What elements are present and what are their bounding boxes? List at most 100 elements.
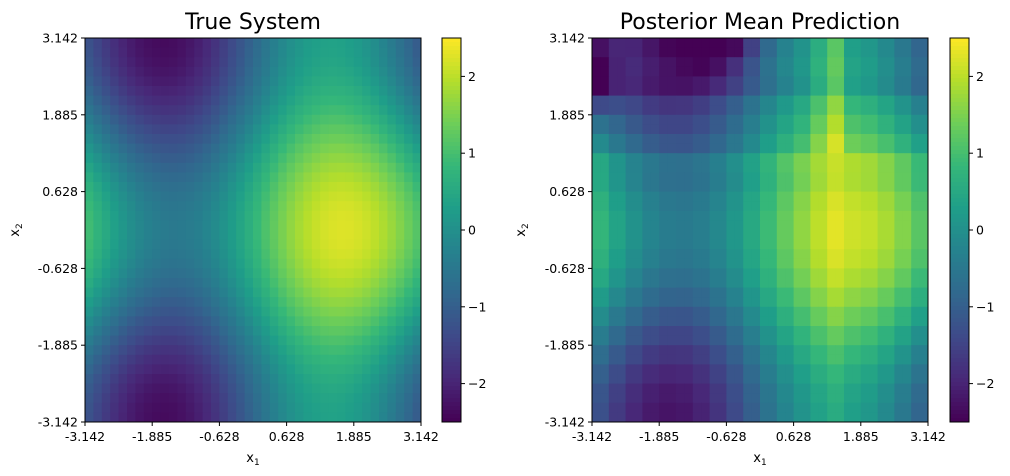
heatmap-cell (718, 354, 727, 365)
heatmap-cell (362, 182, 371, 192)
heatmap-cell (726, 182, 736, 192)
heatmap-cell (692, 268, 702, 279)
heatmap-cell (379, 134, 388, 144)
heatmap-cell (412, 239, 422, 250)
heatmap-cell (634, 162, 643, 173)
heatmap-cell (412, 374, 422, 384)
heatmap-cell (244, 268, 254, 279)
heatmap-cell (667, 249, 677, 260)
heatmap-cell (818, 210, 828, 221)
heatmap-cell (118, 278, 128, 288)
heatmap-cell (261, 191, 271, 202)
heatmap-cell (852, 278, 862, 288)
heatmap-cell (860, 153, 870, 164)
heatmap-cell (286, 230, 296, 240)
heatmap-cell (404, 326, 413, 336)
heatmap-cell (85, 306, 94, 317)
heatmap-cell (676, 172, 685, 183)
heatmap-cell (869, 153, 878, 164)
heatmap-cell (101, 335, 111, 346)
heatmap-cell (152, 374, 161, 384)
heatmap-cell (370, 345, 380, 356)
heatmap-cell (261, 402, 271, 413)
heatmap-cell (617, 345, 626, 356)
heatmap-cell (152, 345, 161, 356)
heatmap-cell (101, 76, 111, 87)
heatmap-cell (692, 143, 702, 154)
heatmap-cell (776, 76, 786, 87)
heatmap-cell (211, 134, 220, 144)
heatmap-cell (827, 172, 836, 183)
heatmap-cell (785, 162, 794, 173)
heatmap-cell (692, 258, 702, 269)
heatmap-cell (143, 143, 153, 154)
heatmap-cell (642, 201, 652, 212)
heatmap-cell (802, 278, 811, 288)
heatmap-cell (776, 258, 786, 269)
heatmap-cell (118, 402, 128, 413)
heatmap-cell (320, 316, 329, 327)
heatmap-cell (253, 258, 262, 269)
heatmap-cell (751, 383, 761, 394)
heatmap-cell (244, 239, 254, 250)
heatmap-cell (902, 201, 912, 212)
heatmap-cell (650, 364, 660, 375)
heatmap-cell (852, 345, 862, 356)
heatmap-cell (177, 402, 187, 413)
heatmap-cell (718, 383, 727, 394)
heatmap-cell (253, 297, 262, 308)
heatmap-cell (676, 326, 685, 336)
heatmap-cell (810, 306, 820, 317)
heatmap-cell (244, 172, 254, 183)
heatmap-cell (886, 374, 895, 384)
heatmap-cell (370, 114, 380, 125)
heatmap-cell (227, 76, 237, 87)
heatmap-cell (709, 210, 719, 221)
heatmap-cell (919, 38, 929, 48)
heatmap-cell (362, 383, 371, 394)
heatmap-cell (177, 220, 187, 231)
heatmap-cell (768, 134, 778, 144)
heatmap-cell (802, 172, 811, 183)
heatmap-cell (93, 278, 103, 288)
heatmap-cell (101, 124, 111, 135)
heatmap-cell (320, 258, 329, 269)
heatmap-cell (810, 153, 820, 164)
heatmap-cell (135, 374, 145, 384)
heatmap-cell (760, 182, 769, 192)
heatmap-cell (617, 95, 626, 106)
heatmap-cell (600, 316, 610, 327)
heatmap-cell (869, 374, 878, 384)
heatmap-cell (295, 335, 304, 346)
colorbar-segment (950, 86, 969, 91)
heatmap-cell (625, 258, 635, 269)
heatmap-cell (269, 393, 279, 404)
heatmap-cell (802, 76, 811, 87)
heatmap-cell (253, 287, 262, 298)
heatmap-cell (311, 210, 321, 221)
heatmap-cell (160, 268, 170, 279)
heatmap-cell (328, 201, 338, 212)
heatmap-cell (734, 393, 744, 404)
heatmap-cell (860, 105, 870, 116)
heatmap-cell (135, 335, 145, 346)
heatmap-cell (169, 316, 178, 327)
heatmap-cell (202, 210, 212, 221)
heatmap-cell (659, 354, 668, 365)
heatmap-cell (320, 105, 329, 116)
heatmap-cell (818, 66, 828, 77)
colorbar-segment (442, 138, 461, 143)
heatmap-cell (236, 124, 245, 135)
heatmap-cell (760, 268, 769, 279)
heatmap-cell (625, 162, 635, 173)
heatmap-cell (659, 402, 668, 413)
heatmap-cell (177, 57, 187, 68)
heatmap-cell (353, 402, 363, 413)
heatmap-cell (387, 105, 397, 116)
heatmap-cell (844, 278, 853, 288)
heatmap-cell (886, 268, 895, 279)
heatmap-cell (194, 162, 203, 173)
heatmap-cell (202, 402, 212, 413)
heatmap-cell (608, 172, 618, 183)
heatmap-cell (592, 143, 601, 154)
